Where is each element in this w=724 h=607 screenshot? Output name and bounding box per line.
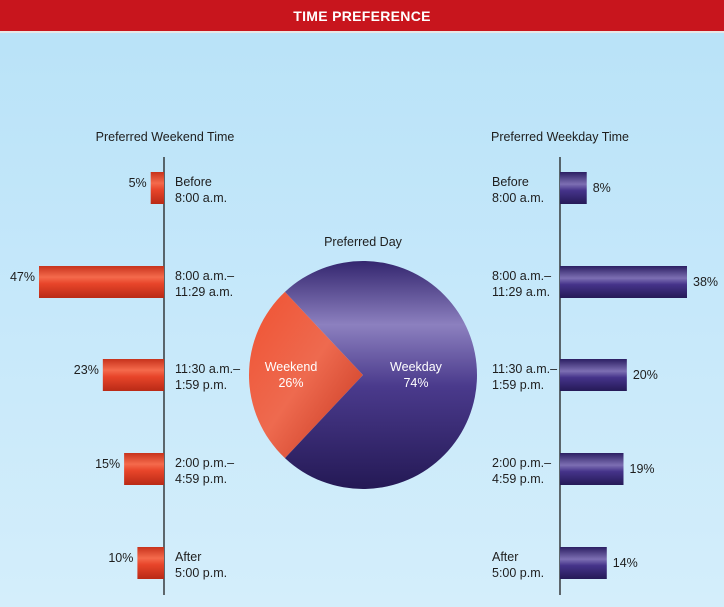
weekday-chart-title: Preferred Weekday Time — [491, 130, 629, 144]
weekend-category-label: 11:30 a.m.– — [175, 362, 240, 376]
pie-slice-label: Weekend — [265, 360, 318, 374]
weekend-value-label: 23% — [74, 363, 99, 377]
pie-chart-title: Preferred Day — [324, 235, 403, 249]
weekday-value-label: 38% — [693, 275, 718, 289]
weekend-bar — [39, 266, 164, 298]
weekday-value-label: 19% — [630, 462, 655, 476]
weekend-category-label: 5:00 p.m. — [175, 566, 227, 580]
weekend-category-label: 11:29 a.m. — [175, 285, 233, 299]
weekday-bar — [560, 266, 687, 298]
weekend-value-label: 10% — [108, 551, 133, 565]
preferred-day-chart: Preferred Day Weekend 26% Weekday 74% — [249, 235, 478, 489]
pie-slice-label: Weekday — [390, 360, 443, 374]
pie-slice-value: 74% — [403, 376, 428, 390]
weekend-category-label: After — [175, 550, 201, 564]
weekend-value-label: 5% — [129, 176, 147, 190]
weekend-bar — [137, 547, 164, 579]
weekend-chart-title: Preferred Weekend Time — [96, 130, 235, 144]
weekday-category-label: Before — [492, 175, 529, 189]
weekday-category-label: 11:30 a.m.– — [492, 362, 557, 376]
weekend-bar — [124, 453, 164, 485]
weekday-bars: 8% Before 8:00 a.m. 38% 8:00 a.m.– 11:29 a.m.… — [492, 172, 718, 580]
header-title: TIME PREFERENCE — [293, 7, 431, 24]
weekday-category-label: 5:00 p.m. — [492, 566, 544, 580]
pie: Weekend 26% Weekday 74% — [249, 260, 478, 489]
weekend-category-label: Before — [175, 175, 212, 189]
weekday-value-label: 20% — [633, 368, 658, 382]
weekday-category-label: 11:29 a.m. — [492, 285, 550, 299]
pie-slice-value: 26% — [278, 376, 303, 390]
weekday-category-label: 8:00 a.m. — [492, 191, 544, 205]
weekend-category-label: 4:59 p.m. — [175, 472, 227, 486]
weekend-category-label: 1:59 p.m. — [175, 378, 227, 392]
weekend-bar — [102, 359, 164, 391]
weekday-category-label: 2:00 p.m.– — [492, 456, 551, 470]
weekday-bar — [560, 547, 607, 579]
header-bar: TIME PREFERENCE — [0, 0, 724, 33]
weekday-category-label: 4:59 p.m. — [492, 472, 544, 486]
weekday-bar — [560, 172, 587, 204]
weekday-category-label: After — [492, 550, 518, 564]
weekday-time-chart: Preferred Weekday Time 8% Before 8:00 a.m.… — [491, 130, 718, 595]
weekend-time-chart: Preferred Weekend Time 5% Before 8:00 a.m.… — [10, 130, 240, 595]
weekend-bars: 5% Before 8:00 a.m. 47% 8:00 a.m.– 11:29 a.m.… — [10, 172, 240, 580]
pie-slice-weekend — [249, 291, 363, 459]
weekday-bar — [560, 453, 624, 485]
weekday-category-label: 8:00 a.m.– — [492, 269, 551, 283]
weekday-category-label: 1:59 p.m. — [492, 378, 544, 392]
weekend-bar — [150, 172, 164, 204]
weekend-value-label: 47% — [10, 270, 35, 284]
weekend-category-label: 2:00 p.m.– — [175, 456, 234, 470]
weekend-category-label: 8:00 a.m.– — [175, 269, 234, 283]
pie-slice-weekday — [284, 260, 478, 489]
weekday-value-label: 8% — [593, 181, 611, 195]
weekend-value-label: 15% — [95, 457, 120, 471]
weekday-value-label: 14% — [613, 556, 638, 570]
weekday-bar — [560, 359, 627, 391]
weekend-category-label: 8:00 a.m. — [175, 191, 227, 205]
